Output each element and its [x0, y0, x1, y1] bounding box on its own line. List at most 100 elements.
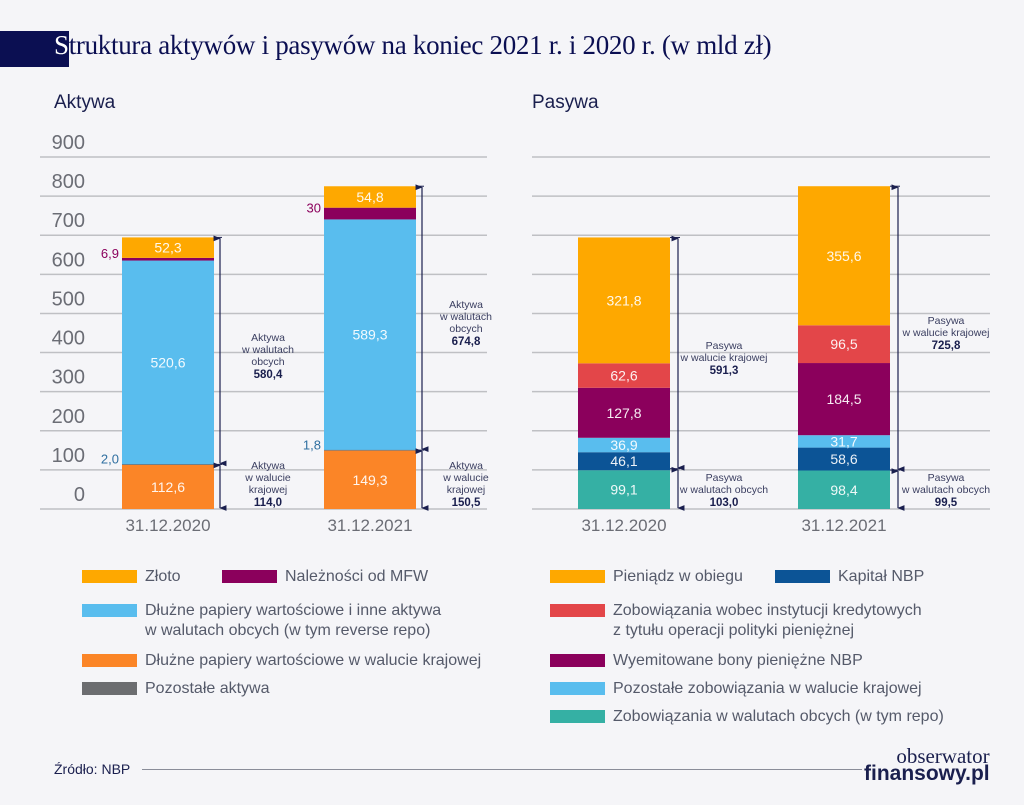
legend-label: Wyemitowane bony pieniężne NBP	[613, 652, 863, 669]
x-category-label: 31.12.2021	[801, 516, 886, 535]
title-accent-bar	[0, 31, 69, 67]
legend-item: Zobowiązania wobec instytucji kredytowyc…	[550, 601, 922, 641]
data-label-outside: 2,0	[101, 452, 119, 467]
bar-segment	[578, 387, 670, 438]
y-tick-label: 900	[52, 132, 85, 154]
annotation-label: Aktywa	[251, 460, 285, 472]
bar-segment	[798, 470, 890, 509]
title-text: truktura aktywów i pasywów na koniec 202…	[68, 30, 772, 60]
annotation-value: 591,3	[710, 365, 739, 377]
legend-swatch	[82, 570, 137, 583]
data-label: 52,3	[154, 240, 181, 256]
chart-title: Struktura aktywów i pasywów na koniec 20…	[54, 30, 772, 61]
legend-label: Zobowiązania w walutach obcych (w tym re…	[613, 708, 944, 725]
data-label: 355,6	[826, 248, 861, 264]
annotation-label: w walutach	[439, 311, 492, 323]
y-tick-label: 0	[74, 484, 85, 506]
legend-label: Pozostałe aktywa	[145, 680, 270, 697]
legend-item: Złoto	[82, 567, 181, 587]
bar-segment	[578, 452, 670, 471]
data-label: 589,3	[352, 327, 387, 343]
bar-segment	[798, 186, 890, 326]
bar-segment	[324, 207, 416, 220]
legend-swatch	[550, 682, 605, 695]
x-category-label: 31.12.2020	[581, 516, 666, 535]
annotation-value: 674,8	[452, 336, 481, 348]
bar-segment	[798, 447, 890, 471]
data-label-outside: 6,9	[101, 246, 119, 261]
legend-item: Pozostałe aktywa	[82, 679, 270, 699]
annotation-label: w walucie krajowej	[902, 327, 990, 339]
annotation-label: w walucie	[442, 472, 489, 484]
annotation-value: 114,0	[254, 497, 282, 509]
data-label: 184,5	[826, 391, 861, 407]
annotation-value: 103,0	[710, 497, 739, 509]
section-title-aktywa: Aktywa	[54, 92, 116, 113]
legend-swatch	[550, 604, 605, 617]
bar-segment	[324, 186, 416, 208]
legend-swatch	[550, 570, 605, 583]
annotation-label: obcych	[449, 323, 482, 335]
y-tick-label: 600	[52, 249, 85, 271]
data-label: 36,9	[610, 437, 637, 453]
logo: obserwator finansowy.pl	[864, 746, 990, 785]
data-label: 54,8	[356, 189, 383, 205]
legend-swatch	[82, 654, 137, 667]
bar-segment	[798, 325, 890, 364]
annotation-label: Aktywa	[449, 299, 483, 311]
annotation-label: w walutach obcych	[901, 484, 990, 496]
data-label: 112,6	[151, 479, 185, 495]
annotation-label: krajowej	[447, 484, 486, 496]
y-tick-label: 100	[52, 445, 85, 467]
data-label: 321,8	[606, 292, 641, 308]
legend-item: Pozostałe zobowiązania w walucie krajowe…	[550, 679, 922, 699]
y-tick-label: 300	[52, 367, 85, 389]
footer-divider	[142, 769, 862, 770]
legend-item: Dłużne papiery wartościowe i inne aktywa…	[82, 601, 441, 641]
data-label: 127,8	[606, 405, 641, 421]
annotation-label: Aktywa	[449, 460, 483, 472]
legend-item: Wyemitowane bony pieniężne NBP	[550, 651, 863, 671]
y-tick-label: 800	[52, 171, 85, 193]
bar-segment	[122, 260, 214, 465]
data-label: 149,3	[352, 472, 387, 488]
bar-segment	[578, 470, 670, 509]
legend-item: Dłużne papiery wartościowe w walucie kra…	[82, 651, 481, 671]
legend-item: Kapitał NBP	[775, 567, 924, 587]
y-tick-label: 200	[52, 406, 85, 428]
data-label-outside: 1,8	[303, 437, 321, 452]
bar-segment	[578, 363, 670, 388]
data-label: 58,6	[830, 451, 857, 467]
legend-label: Dłużne papiery wartościowe w walucie kra…	[145, 652, 482, 669]
title-first-letter: S	[54, 30, 69, 60]
annotation-label: w walutach obcych	[679, 484, 768, 496]
bar-segment	[798, 363, 890, 436]
chart-svg: 0 100 200 300 400 500 600 700 800 900 112,6 2,0 520,…	[40, 132, 990, 535]
data-label: 520,6	[150, 354, 185, 370]
data-label-outside: 30	[307, 201, 321, 216]
x-category-label: 31.12.2020	[125, 516, 210, 535]
annotation-label: w walucie krajowej	[680, 352, 768, 364]
annotation-label: Pasywa	[928, 315, 965, 327]
annotation-value: 580,4	[254, 369, 283, 381]
legend-swatch	[775, 570, 830, 583]
y-tick-label: 700	[52, 210, 85, 232]
legend-item: Należności od MFW	[222, 567, 428, 587]
logo-line2: finansowy.pl	[864, 762, 990, 785]
legend-swatch	[222, 570, 277, 583]
section-title-pasywa: Pasywa	[532, 92, 599, 113]
annotation-label: krajowej	[249, 484, 288, 496]
annotation-label: w walucie	[244, 472, 291, 484]
legend-label: Pozostałe zobowiązania w walucie krajowe…	[613, 680, 922, 697]
legend-label: Złoto	[145, 568, 181, 585]
legend-swatch	[82, 604, 137, 617]
annotation-label: w walutach	[241, 344, 294, 356]
data-label: 98,4	[830, 482, 857, 498]
bar-segment	[578, 437, 670, 453]
legend-label: Kapitał NBP	[838, 568, 925, 585]
bar-segment	[122, 464, 214, 509]
data-label: 62,6	[610, 368, 637, 384]
annotation-label: Pasywa	[928, 472, 965, 484]
data-label: 96,5	[830, 336, 857, 352]
source-note: Źródło: NBP	[54, 761, 131, 777]
